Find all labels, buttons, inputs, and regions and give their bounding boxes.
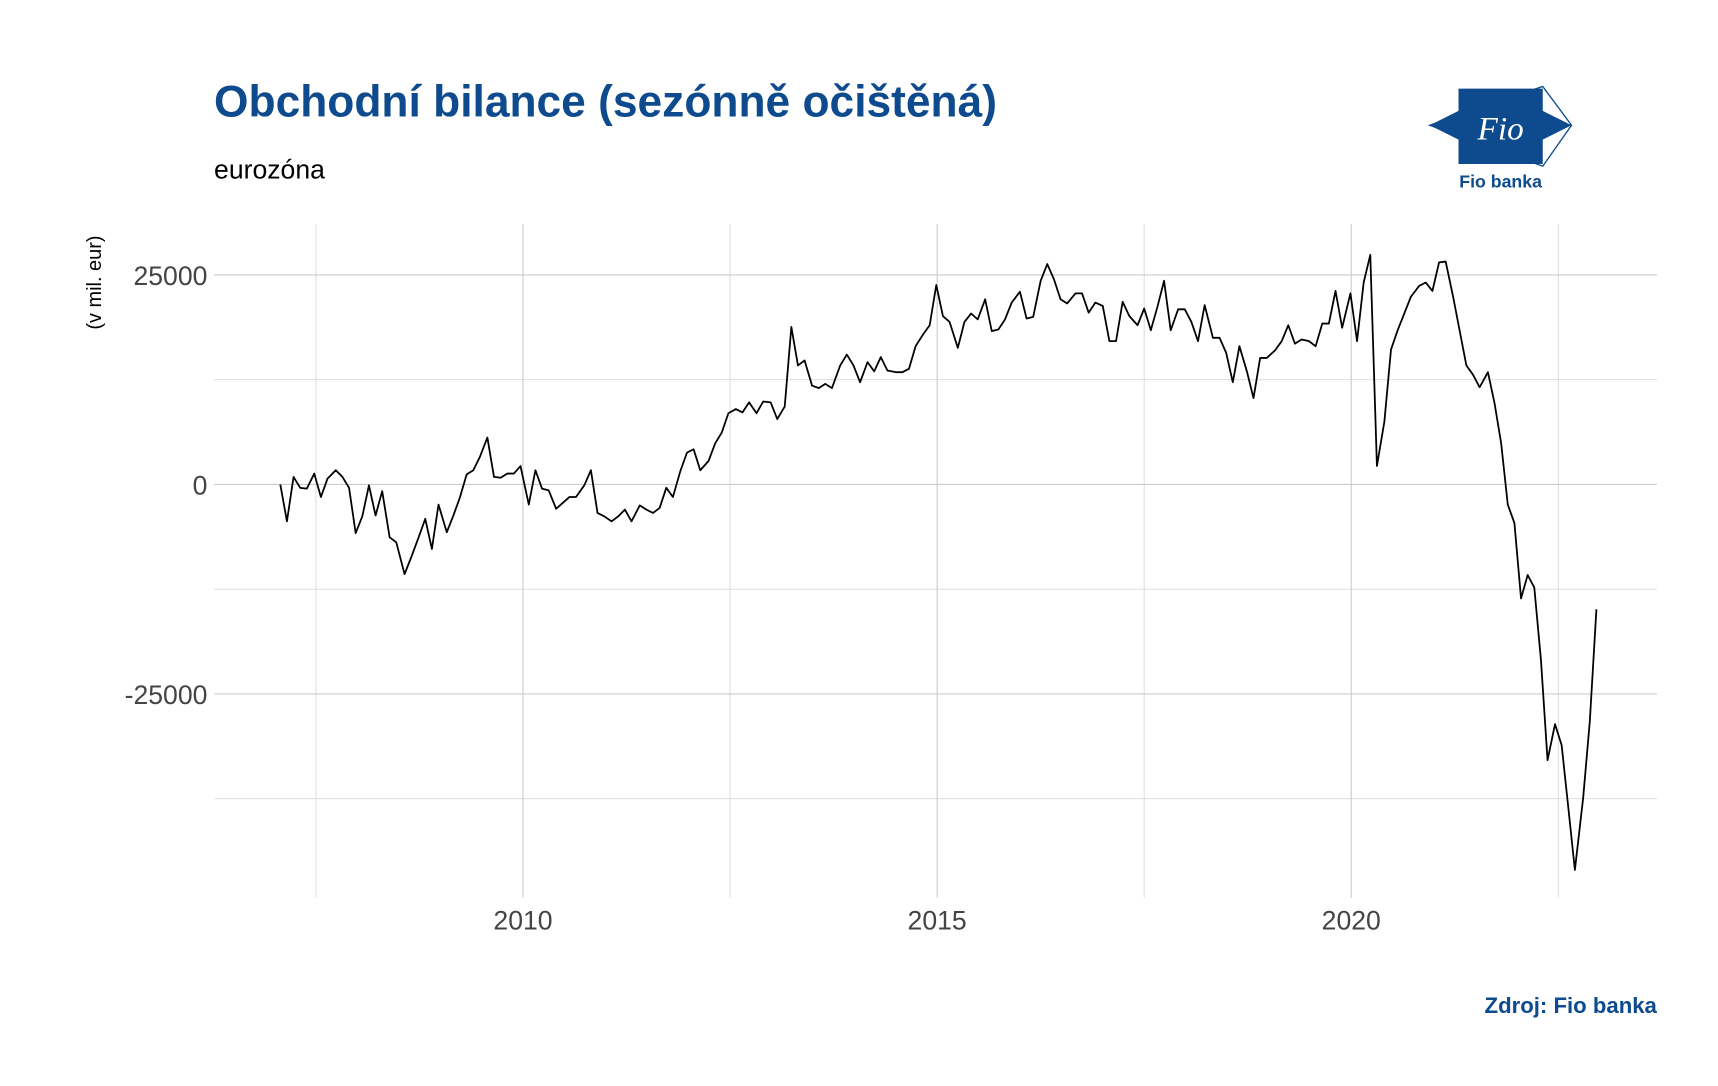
- x-tick-label: 2010: [493, 906, 552, 936]
- x-tick-label: 2020: [1322, 906, 1381, 936]
- logo-caption: Fio banka: [1459, 171, 1542, 191]
- y-axis-label: (v mil. eur): [84, 236, 106, 330]
- x-tick-label: 2015: [908, 906, 967, 936]
- chart-subtitle: eurozóna: [214, 154, 325, 184]
- data-line: [279, 253, 1598, 871]
- logo-text: Fio: [1477, 111, 1524, 148]
- y-tick-label: -25000: [125, 680, 208, 710]
- y-tick-label: 25000: [133, 261, 207, 291]
- grid: [214, 223, 1657, 898]
- logo: Fio Fio banka: [1427, 85, 1573, 191]
- source-note: Zdroj: Fio banka: [1485, 993, 1658, 1018]
- y-tick-label: 0: [193, 470, 208, 500]
- logo-shape: [1429, 88, 1572, 165]
- chart-title: Obchodní bilance (sezónně očištěná): [214, 77, 997, 126]
